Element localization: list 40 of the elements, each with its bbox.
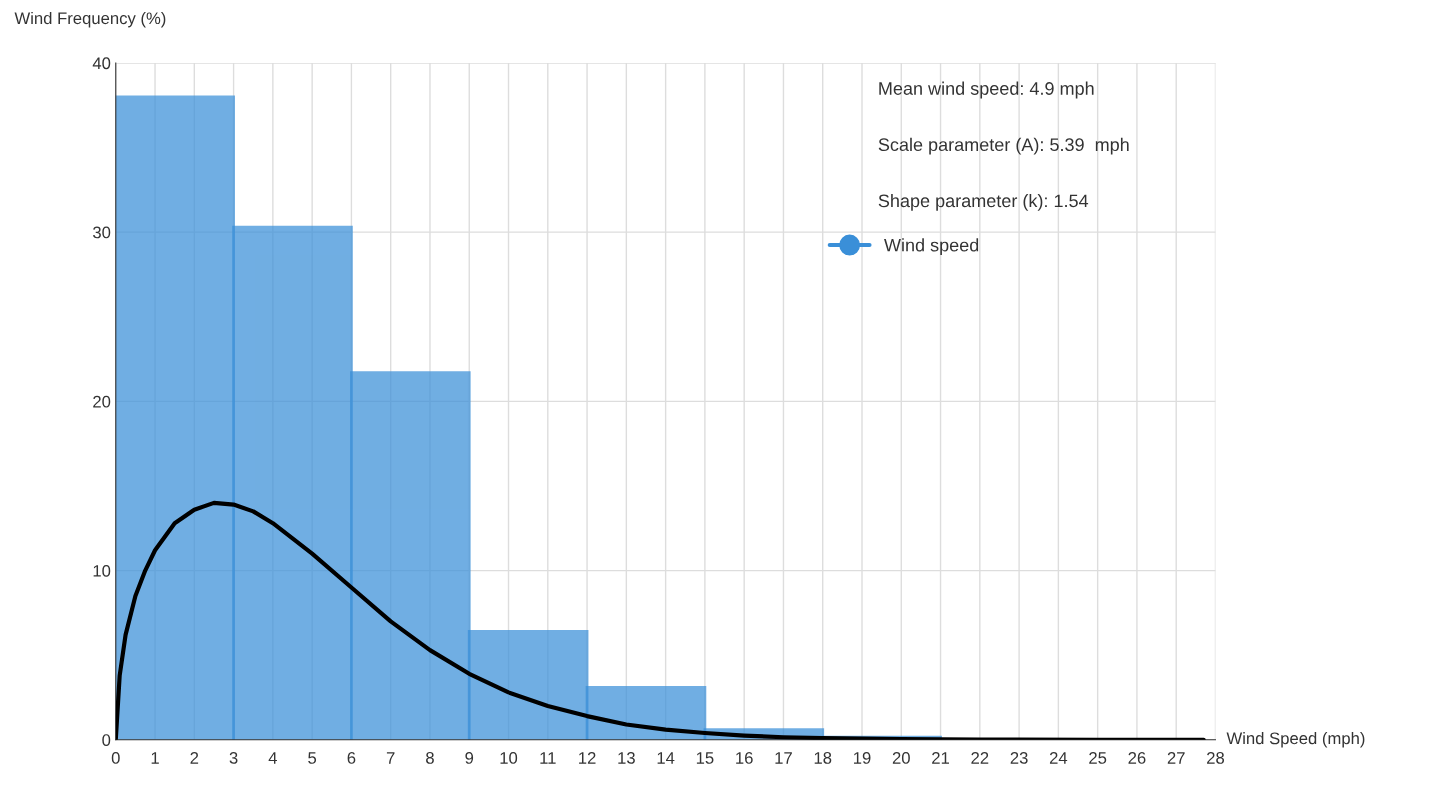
legend-label: Wind speed	[884, 238, 979, 256]
x-tick-label: 2	[190, 752, 199, 764]
x-tick-label: 1	[151, 752, 159, 764]
x-tick-label: 13	[618, 752, 635, 764]
x-tick-label: 10	[500, 752, 518, 764]
x-tick-label: 5	[308, 752, 317, 764]
y-tick-label: 40	[92, 57, 111, 70]
x-tick-label: 8	[426, 752, 434, 764]
annotation: Mean wind speed: 4.9 mph	[879, 81, 1094, 99]
x-tick-label: 23	[1010, 752, 1028, 764]
x-tick-label: 20	[892, 752, 910, 764]
x-tick-label: 21	[932, 752, 950, 764]
y-tick-label: 20	[93, 395, 111, 408]
x-tick-label: 3	[229, 752, 238, 764]
x-tick-label: 15	[696, 752, 714, 764]
x-tick-label: 26	[1128, 752, 1146, 764]
x-tick-label: 4	[268, 752, 278, 764]
x-tick-label: 7	[386, 752, 395, 764]
y-axis-title: Wind Frequency (%)	[14, 11, 166, 28]
x-tick-label: 9	[465, 752, 474, 764]
x-tick-label: 24	[1049, 752, 1068, 764]
x-tick-label: 19	[854, 752, 871, 764]
y-tick-label: 10	[93, 564, 111, 577]
y-tick-label: 0	[102, 734, 111, 746]
annotation: Shape parameter (k): 1.54	[878, 193, 1089, 211]
x-tick-label: 28	[1207, 752, 1225, 764]
x-tick-label: 14	[657, 752, 675, 764]
x-tick-label: 16	[736, 752, 753, 764]
x-tick-label: 22	[971, 752, 989, 764]
annotation: Scale parameter (A): 5.39 mph	[878, 137, 1129, 155]
x-tick-label: 17	[775, 752, 792, 764]
x-tick-label: 25	[1089, 752, 1107, 764]
x-tick-label: 0	[111, 752, 120, 764]
x-tick-label: 18	[814, 752, 832, 764]
y-tick-label: 30	[93, 226, 111, 239]
x-tick-label: 27	[1167, 752, 1185, 764]
x-tick-label: 11	[540, 752, 556, 764]
x-tick-label: 6	[347, 752, 356, 764]
x-tick-label: 12	[579, 752, 596, 764]
x-axis-title: Wind Speed (mph)	[1226, 732, 1365, 748]
